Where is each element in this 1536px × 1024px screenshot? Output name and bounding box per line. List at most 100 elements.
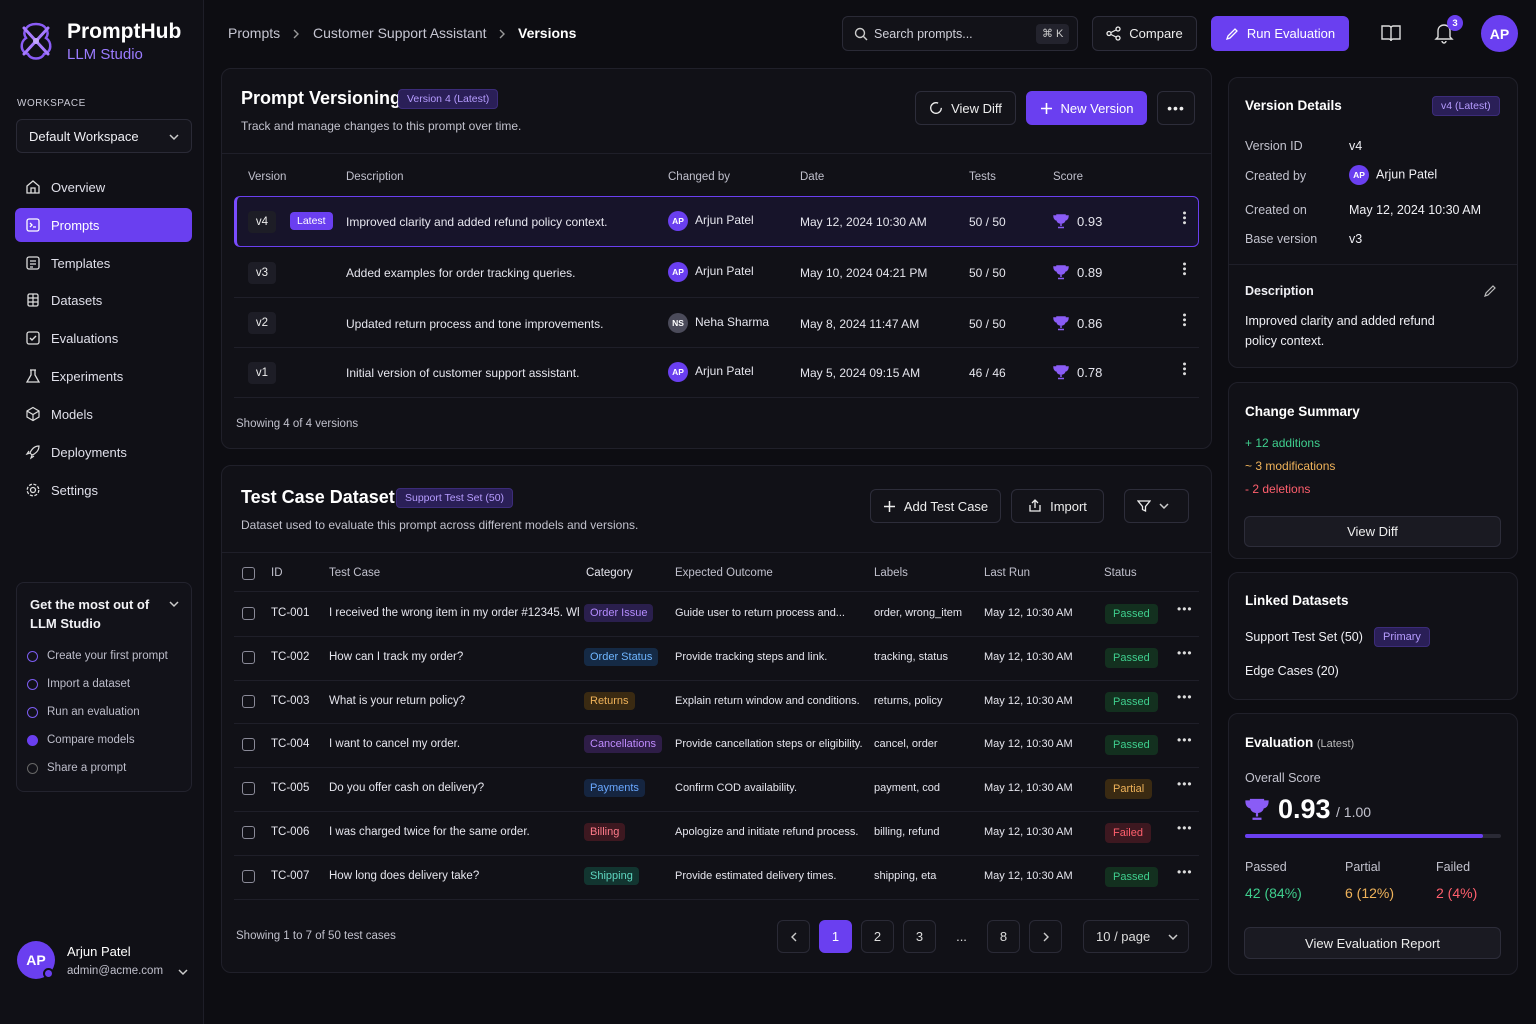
chevron-left-icon — [790, 932, 796, 941]
nav-item-overview[interactable]: Overview — [15, 170, 192, 204]
search-box[interactable]: Search prompts... ⌘ K — [842, 16, 1078, 51]
version-score: 0.86 — [1077, 316, 1103, 331]
version-row-selected[interactable] — [234, 196, 1199, 247]
breadcrumb-prompts[interactable]: Prompts — [228, 25, 281, 41]
row-checkbox[interactable] — [242, 606, 255, 620]
nav-label: Templates — [51, 255, 111, 271]
linked-dataset-item[interactable]: Support Test Set (50) — [1245, 630, 1363, 644]
nav-item-datasets[interactable]: Datasets — [15, 283, 192, 317]
divider — [222, 153, 1211, 154]
row-menu-icon[interactable]: ••• — [1178, 313, 1190, 328]
avatar: NS — [668, 313, 688, 333]
version-tag: v1 — [248, 362, 276, 384]
row-checkbox[interactable] — [242, 782, 255, 796]
score-progress-track — [1245, 834, 1501, 838]
getting-started-item[interactable]: Share a prompt — [27, 762, 126, 774]
check-circle-icon — [27, 678, 38, 690]
row-menu-icon[interactable]: ••• — [1177, 645, 1193, 660]
expected-outcome: Confirm COD availability. — [675, 782, 798, 795]
nav-item-models[interactable]: Models — [15, 397, 192, 431]
evaluation-title-row: Evaluation (Latest) — [1245, 735, 1354, 750]
chevron-down-icon[interactable] — [169, 599, 179, 609]
nav-item-settings[interactable]: Settings — [15, 473, 192, 507]
deletions-item: - 2 deletions — [1245, 482, 1311, 496]
row-menu-icon[interactable]: ••• — [1177, 864, 1193, 879]
row-menu-icon[interactable]: ••• — [1178, 262, 1190, 277]
workspace-select[interactable]: Default Workspace — [16, 119, 192, 153]
bell-icon[interactable] — [1434, 22, 1454, 44]
nav-label: Experiments — [51, 368, 124, 384]
checklist-icon — [26, 331, 40, 345]
summary-view-diff-button[interactable]: View Diff — [1244, 516, 1501, 547]
header-avatar[interactable]: AP — [1481, 15, 1518, 52]
page-button-current[interactable]: 1 — [819, 920, 852, 953]
labels: billing, refund — [874, 825, 940, 838]
run-evaluation-button[interactable]: Run Evaluation — [1211, 16, 1349, 51]
expected-outcome: Apologize and initiate refund process. — [675, 825, 859, 838]
row-menu-icon[interactable]: ••• — [1177, 601, 1193, 616]
row-checkbox[interactable] — [242, 650, 255, 664]
getting-started-item[interactable]: Create your first prompt — [27, 650, 168, 662]
overall-score-value: 0.93 — [1278, 794, 1331, 824]
view-evaluation-report-button[interactable]: View Evaluation Report — [1244, 927, 1501, 959]
detail-value: v4 — [1349, 139, 1363, 153]
row-menu-icon[interactable]: ••• — [1178, 362, 1190, 377]
nav-item-templates[interactable]: Templates — [15, 246, 192, 280]
per-page-select[interactable]: 10 / page — [1083, 920, 1189, 953]
book-icon[interactable] — [1381, 24, 1401, 42]
add-test-case-button[interactable]: Add Test Case — [870, 489, 1001, 523]
column-header: Category — [586, 567, 633, 579]
breadcrumb-prompt[interactable]: Customer Support Assistant — [313, 25, 487, 41]
row-menu-icon[interactable]: ••• — [1177, 777, 1193, 792]
row-menu-icon[interactable]: ••• — [1177, 689, 1193, 704]
nav-item-deployments[interactable]: Deployments — [15, 435, 192, 469]
select-all-checkbox[interactable] — [242, 567, 255, 580]
description-text: Improved clarity and added refund policy… — [1245, 314, 1435, 348]
column-header: Labels — [874, 567, 908, 579]
empty-circle-icon — [27, 762, 38, 774]
row-checkbox[interactable] — [242, 869, 255, 883]
getting-started-item[interactable]: Import a dataset — [27, 678, 130, 690]
getting-started-item[interactable]: Run an evaluation — [27, 706, 140, 718]
view-diff-button[interactable]: View Diff — [915, 91, 1016, 125]
per-page-value: 10 / page — [1096, 929, 1151, 944]
row-checkbox[interactable] — [242, 825, 255, 839]
version-description: Initial version of customer support assi… — [346, 366, 580, 380]
test-case-id: TC-003 — [271, 694, 310, 707]
user-menu[interactable]: AP Arjun Patel admin@acme.com — [17, 941, 197, 983]
prompt-versioning-panel — [221, 68, 1212, 449]
linked-dataset-item[interactable]: Edge Cases (20) — [1245, 664, 1339, 678]
prev-page-button[interactable] — [777, 920, 810, 953]
page-button[interactable]: 2 — [861, 920, 894, 953]
next-page-button[interactable] — [1029, 920, 1062, 953]
row-checkbox[interactable] — [242, 738, 255, 752]
check-circle-icon — [27, 650, 38, 662]
row-menu-icon[interactable]: ••• — [1177, 820, 1193, 835]
search-input[interactable]: Search prompts... — [874, 27, 973, 41]
changed-by-name: Neha Sharma — [695, 315, 770, 330]
nav-item-evaluations[interactable]: Evaluations — [15, 321, 192, 355]
page-button[interactable]: 8 — [987, 920, 1020, 953]
filter-button[interactable] — [1124, 489, 1189, 523]
plus-icon — [883, 500, 895, 512]
row-checkbox[interactable] — [242, 694, 255, 708]
row-menu-icon[interactable]: ••• — [1178, 211, 1190, 226]
status-badge: Passed — [1105, 603, 1158, 624]
evaluation-note: (Latest) — [1316, 738, 1355, 750]
version-score: 0.78 — [1077, 365, 1103, 380]
new-version-button[interactable]: New Version — [1026, 91, 1147, 125]
compare-button[interactable]: Compare — [1092, 16, 1197, 51]
page-button[interactable]: 3 — [903, 920, 936, 953]
stat-passed: 42 (84%) — [1245, 885, 1302, 901]
row-menu-icon[interactable]: ••• — [1177, 733, 1193, 748]
category-tag: Order Issue — [584, 603, 654, 622]
last-run: May 12, 10:30 AM — [984, 694, 1073, 707]
import-button[interactable]: Import — [1011, 489, 1104, 523]
more-options-button[interactable]: ••• — [1157, 91, 1195, 125]
nav-item-experiments[interactable]: Experiments — [15, 359, 192, 393]
pencil-icon[interactable] — [1484, 284, 1497, 297]
divider — [1229, 264, 1517, 265]
getting-started-item[interactable]: Compare models — [27, 734, 135, 746]
nav-item-prompts[interactable]: Prompts — [15, 208, 192, 242]
workspace-value: Default Workspace — [29, 129, 139, 144]
